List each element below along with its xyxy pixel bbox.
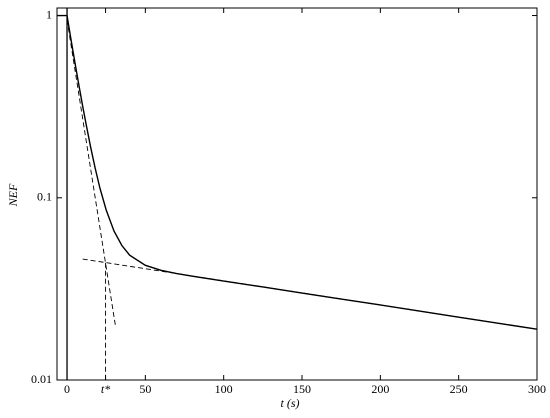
x-tick-label: 150 [293,382,311,396]
x-tick-label: 300 [528,382,546,396]
x-tick-label: 250 [450,382,468,396]
plot-frame [56,7,538,381]
y-tick-label: 0.1 [37,190,52,204]
dashed-line [66,19,117,327]
y-tick-label: 0.01 [31,372,52,386]
x-tick-label: 200 [371,382,389,396]
x-tick-label: 50 [139,382,151,396]
dashed-line [82,258,538,330]
x-tick-label: 0 [64,382,70,396]
y-axis-label: NEF [6,183,20,207]
curve [57,14,538,330]
x-tick-label: t* [101,382,110,396]
x-axis-label: t (s) [281,396,300,410]
x-tick-label: 100 [215,382,233,396]
y-tick-label: 1 [46,7,52,21]
